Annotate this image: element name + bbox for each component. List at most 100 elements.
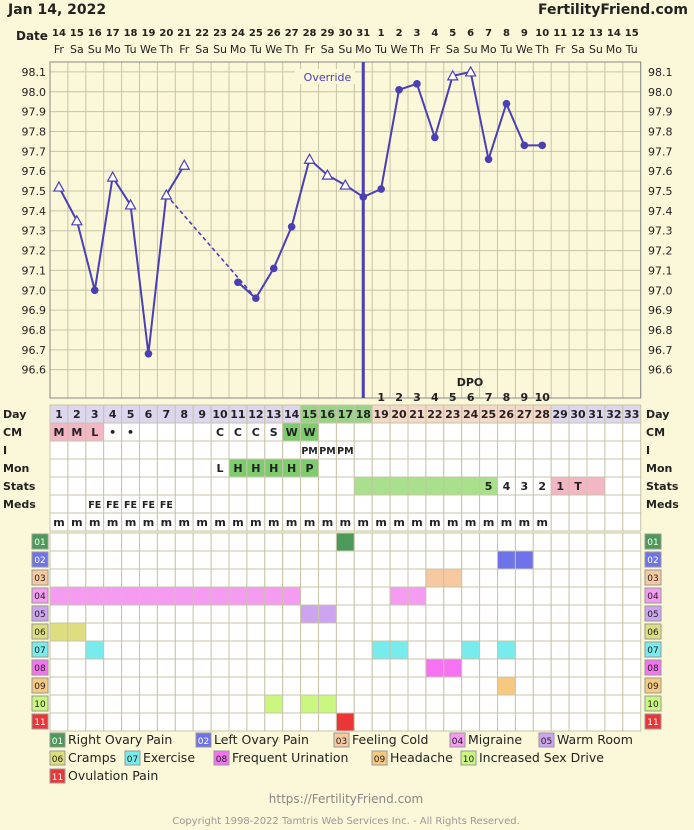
temperature-point: [52, 180, 65, 192]
symptom-cell: [210, 658, 230, 678]
legend-swatch: [538, 732, 555, 748]
symptom-code-right: [644, 677, 662, 694]
i-cell: [121, 440, 140, 460]
dpo-number: 6: [467, 391, 475, 404]
m-value: m: [322, 516, 333, 529]
mon-cell: [49, 458, 69, 478]
date-cell: 17: [106, 28, 120, 39]
legend-swatch: [49, 750, 66, 766]
symptom-cell: [335, 550, 355, 570]
symptom-cell: [282, 712, 302, 732]
symptom-cell: [228, 658, 248, 678]
temperature-point: [90, 286, 99, 295]
symptom-mark: [210, 586, 230, 606]
symptom-cell: [479, 532, 499, 552]
mon-cell: [67, 458, 87, 478]
row-label-day: Day: [3, 408, 26, 421]
meds-cell: [461, 494, 481, 514]
symptom-cell: [192, 640, 212, 660]
stats-cell: [461, 476, 481, 496]
symptom-mark: [443, 658, 463, 678]
date-cell: 13: [589, 28, 603, 39]
symptom-cell: [586, 532, 606, 552]
symptom-cell: [604, 532, 624, 552]
symptom-code-text-right: 08: [647, 664, 659, 674]
y-tick-left: 97.0: [22, 284, 47, 297]
symptom-cell: [318, 676, 337, 696]
symptom-cell: [67, 532, 87, 552]
m-value: m: [501, 516, 512, 529]
temperature-point: [321, 168, 334, 180]
date-cell: 30: [338, 28, 352, 39]
footer-url[interactable]: https://FertilityFriend.com: [269, 792, 423, 806]
symptom-cell: [156, 550, 176, 570]
symptom-cell: [300, 658, 320, 678]
i-cell: [604, 440, 624, 460]
symptom-cell: [443, 586, 463, 606]
cm-cell: [568, 422, 588, 442]
cm-value: C: [216, 426, 224, 439]
legend-code: 05: [541, 737, 552, 747]
date-cell: 16: [88, 28, 102, 39]
symptom-cell: [425, 604, 445, 624]
symptom-code-right: [644, 605, 662, 622]
row-label-stats: Stats: [3, 480, 36, 493]
symptom-cell: [192, 604, 212, 624]
stats-cell: [156, 476, 176, 496]
cm-cell: [389, 422, 409, 442]
date-cell: 15: [625, 28, 639, 39]
symptom-code-text: 07: [34, 646, 45, 656]
weekday-cell: Mo: [480, 43, 496, 56]
symptom-cell: [550, 550, 570, 570]
temperature-point: [520, 141, 529, 150]
dpo-number: 3: [413, 391, 421, 404]
symptom-cell: [318, 658, 337, 678]
symptom-code-right: [644, 551, 662, 568]
symptom-cell: [353, 586, 373, 606]
symptom-cell: [67, 658, 87, 678]
day-value: 22: [427, 408, 442, 421]
symptom-cell: [550, 568, 570, 588]
weekday-cell: Sa: [321, 43, 335, 56]
symptom-code-text-right: 09: [647, 682, 659, 692]
stats-cell: [389, 476, 409, 496]
symptom-cell: [479, 676, 499, 696]
symptom-cell: [246, 604, 266, 624]
row-label-mon-right: Mon: [646, 462, 672, 475]
symptom-cell: [371, 712, 391, 732]
symptom-cell: [282, 550, 302, 570]
symptom-cell: [389, 658, 409, 678]
symptom-cell: [282, 694, 302, 714]
symptom-code-text-right: 01: [647, 538, 658, 548]
symptom-cell: [300, 532, 320, 552]
symptom-cell: [353, 532, 373, 552]
site-name[interactable]: FertilityFriend.com: [538, 2, 688, 18]
symptom-mark: [335, 712, 355, 732]
date-cell: 23: [213, 28, 227, 39]
date-cell: 19: [141, 28, 155, 39]
date-cell: 20: [159, 28, 173, 39]
symptom-cell: [139, 568, 158, 588]
day-value: 32: [606, 408, 621, 421]
m-value: m: [411, 516, 422, 529]
legend-swatch: [49, 768, 66, 784]
symptom-cell: [85, 604, 105, 624]
symptom-cell: [371, 694, 391, 714]
date-cell: 5: [449, 28, 456, 39]
symptom-cell: [49, 604, 69, 624]
symptom-cell: [461, 694, 481, 714]
date-cell: 2: [396, 28, 403, 39]
cm-cell: [514, 422, 534, 442]
symptom-mark: [300, 604, 320, 624]
symptom-cell: [282, 640, 302, 660]
temperature-point: [234, 278, 242, 287]
symptom-cell: [192, 694, 212, 714]
symptom-cell: [407, 604, 427, 624]
symptom-cell: [228, 622, 248, 642]
symptom-cell: [156, 694, 176, 714]
symptom-cell: [353, 550, 373, 570]
weekday-cell: Tu: [374, 43, 387, 56]
day-value: 18: [356, 408, 371, 421]
symptom-cell: [604, 622, 624, 642]
symptom-cell: [514, 532, 534, 552]
